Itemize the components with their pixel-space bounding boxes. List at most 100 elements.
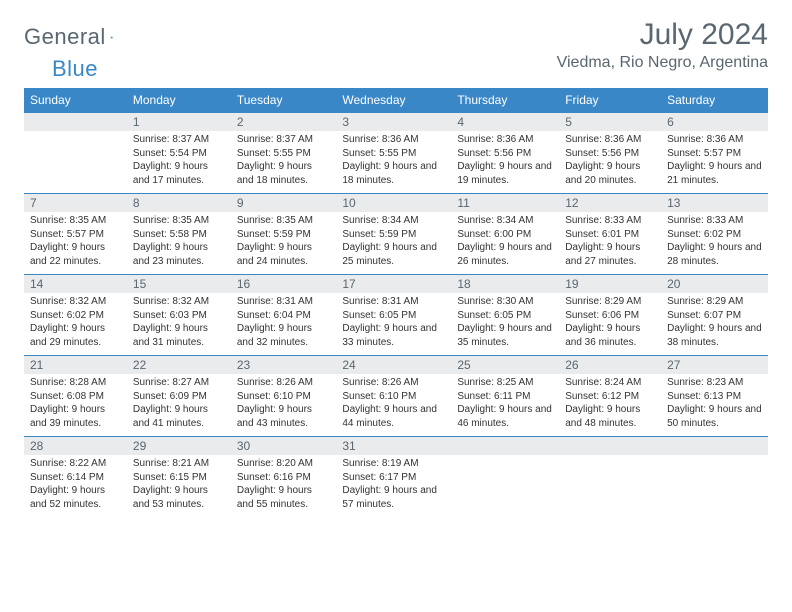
sunset-text: Sunset: 6:11 PM	[457, 390, 553, 404]
day-header-wednesday: Wednesday	[336, 88, 451, 113]
day-detail-cell	[24, 131, 127, 194]
day-header-thursday: Thursday	[451, 88, 559, 113]
sunrise-text: Sunrise: 8:36 AM	[457, 133, 553, 147]
day-detail-cell: Sunrise: 8:33 AMSunset: 6:01 PMDaylight:…	[559, 212, 661, 275]
day-detail-cell: Sunrise: 8:19 AMSunset: 6:17 PMDaylight:…	[336, 455, 451, 517]
logo-triangle-icon	[110, 29, 113, 45]
day-number-cell: 18	[451, 275, 559, 294]
day-number-cell: 1	[127, 113, 231, 132]
sunrise-text: Sunrise: 8:36 AM	[667, 133, 762, 147]
daylight-text: Daylight: 9 hours and 46 minutes.	[457, 403, 553, 430]
week-4-detail-row: Sunrise: 8:22 AMSunset: 6:14 PMDaylight:…	[24, 455, 768, 517]
day-number-cell: 13	[661, 194, 768, 213]
daylight-text: Daylight: 9 hours and 36 minutes.	[565, 322, 655, 349]
sunset-text: Sunset: 6:05 PM	[342, 309, 445, 323]
day-header-tuesday: Tuesday	[231, 88, 337, 113]
month-title: July 2024	[557, 18, 768, 52]
day-detail-cell: Sunrise: 8:21 AMSunset: 6:15 PMDaylight:…	[127, 455, 231, 517]
daylight-text: Daylight: 9 hours and 25 minutes.	[342, 241, 445, 268]
sunset-text: Sunset: 6:00 PM	[457, 228, 553, 242]
sunset-text: Sunset: 6:08 PM	[30, 390, 121, 404]
sunset-text: Sunset: 5:57 PM	[667, 147, 762, 161]
sunset-text: Sunset: 6:01 PM	[565, 228, 655, 242]
daylight-text: Daylight: 9 hours and 29 minutes.	[30, 322, 121, 349]
daylight-text: Daylight: 9 hours and 38 minutes.	[667, 322, 762, 349]
sunset-text: Sunset: 5:56 PM	[457, 147, 553, 161]
day-detail-cell: Sunrise: 8:36 AMSunset: 5:55 PMDaylight:…	[336, 131, 451, 194]
sunset-text: Sunset: 6:10 PM	[237, 390, 331, 404]
day-detail-cell: Sunrise: 8:23 AMSunset: 6:13 PMDaylight:…	[661, 374, 768, 437]
day-detail-cell: Sunrise: 8:28 AMSunset: 6:08 PMDaylight:…	[24, 374, 127, 437]
sunrise-text: Sunrise: 8:33 AM	[667, 214, 762, 228]
daylight-text: Daylight: 9 hours and 26 minutes.	[457, 241, 553, 268]
day-detail-cell: Sunrise: 8:36 AMSunset: 5:56 PMDaylight:…	[559, 131, 661, 194]
title-block: July 2024 Viedma, Rio Negro, Argentina	[557, 18, 768, 72]
sunrise-text: Sunrise: 8:19 AM	[342, 457, 445, 471]
day-number-cell	[559, 437, 661, 456]
sunrise-text: Sunrise: 8:32 AM	[30, 295, 121, 309]
week-3-daynum-row: 21222324252627	[24, 356, 768, 375]
week-3-detail-row: Sunrise: 8:28 AMSunset: 6:08 PM Daylight:…	[24, 374, 768, 437]
daylight-text: Daylight: 9 hours and 27 minutes.	[565, 241, 655, 268]
sunrise-text: Sunrise: 8:24 AM	[565, 376, 655, 390]
sunset-text: Sunset: 6:04 PM	[237, 309, 331, 323]
sunrise-text: Sunrise: 8:25 AM	[457, 376, 553, 390]
sunrise-text: Sunrise: 8:26 AM	[342, 376, 445, 390]
sunrise-text: Sunrise: 8:35 AM	[30, 214, 121, 228]
daylight-text: Daylight: 9 hours and 57 minutes.	[342, 484, 445, 511]
sunset-text: Sunset: 6:03 PM	[133, 309, 225, 323]
sunrise-text: Sunrise: 8:27 AM	[133, 376, 225, 390]
day-number-cell: 31	[336, 437, 451, 456]
daylight-text: Daylight: 9 hours and 20 minutes.	[565, 160, 655, 187]
day-detail-cell: Sunrise: 8:33 AMSunset: 6:02 PMDaylight:…	[661, 212, 768, 275]
week-4-daynum-row: 28293031	[24, 437, 768, 456]
sunrise-text: Sunrise: 8:35 AM	[237, 214, 331, 228]
sunset-text: Sunset: 6:10 PM	[342, 390, 445, 404]
day-detail-cell: Sunrise: 8:24 AMSunset: 6:12 PMDaylight:…	[559, 374, 661, 437]
logo-text-2: Blue	[52, 56, 98, 81]
day-detail-cell: Sunrise: 8:29 AMSunset: 6:06 PMDaylight:…	[559, 293, 661, 356]
sunrise-text: Sunrise: 8:35 AM	[133, 214, 225, 228]
day-detail-cell: Sunrise: 8:25 AMSunset: 6:11 PMDaylight:…	[451, 374, 559, 437]
sunset-text: Sunset: 5:55 PM	[237, 147, 331, 161]
daylight-text: Daylight: 9 hours and 31 minutes.	[133, 322, 225, 349]
daylight-text: Daylight: 9 hours and 24 minutes.	[237, 241, 331, 268]
day-detail-cell: Sunrise: 8:20 AMSunset: 6:16 PMDaylight:…	[231, 455, 337, 517]
day-detail-cell: Sunrise: 8:26 AMSunset: 6:10 PMDaylight:…	[336, 374, 451, 437]
sunset-text: Sunset: 5:56 PM	[565, 147, 655, 161]
day-number-cell: 11	[451, 194, 559, 213]
sunset-text: Sunset: 6:02 PM	[667, 228, 762, 242]
day-detail-cell	[451, 455, 559, 517]
day-number-cell: 24	[336, 356, 451, 375]
sunrise-text: Sunrise: 8:34 AM	[457, 214, 553, 228]
week-1-daynum-row: 78910111213	[24, 194, 768, 213]
daylight-text: Daylight: 9 hours and 19 minutes.	[457, 160, 553, 187]
sunset-text: Sunset: 6:09 PM	[133, 390, 225, 404]
day-number-cell: 26	[559, 356, 661, 375]
day-number-cell: 12	[559, 194, 661, 213]
day-detail-cell: Sunrise: 8:29 AMSunset: 6:07 PMDaylight:…	[661, 293, 768, 356]
day-number-cell: 20	[661, 275, 768, 294]
daylight-text: Daylight: 9 hours and 17 minutes.	[133, 160, 225, 187]
sunset-text: Sunset: 6:05 PM	[457, 309, 553, 323]
day-number-cell	[24, 113, 127, 132]
day-detail-cell: Sunrise: 8:34 AMSunset: 5:59 PMDaylight:…	[336, 212, 451, 275]
day-number-cell: 28	[24, 437, 127, 456]
day-detail-cell: Sunrise: 8:30 AMSunset: 6:05 PMDaylight:…	[451, 293, 559, 356]
day-detail-cell: Sunrise: 8:32 AMSunset: 6:02 PMDaylight:…	[24, 293, 127, 356]
week-0-detail-row: Sunrise: 8:37 AMSunset: 5:54 PMDaylight:…	[24, 131, 768, 194]
day-number-cell: 15	[127, 275, 231, 294]
week-1-detail-row: Sunrise: 8:35 AMSunset: 5:57 PMDaylight:…	[24, 212, 768, 275]
day-header-friday: Friday	[559, 88, 661, 113]
sunset-text: Sunset: 5:59 PM	[342, 228, 445, 242]
sunrise-text: Sunrise: 8:33 AM	[565, 214, 655, 228]
sunrise-text: Sunrise: 8:34 AM	[342, 214, 445, 228]
day-number-cell: 30	[231, 437, 337, 456]
day-detail-cell: Sunrise: 8:37 AMSunset: 5:55 PMDaylight:…	[231, 131, 337, 194]
day-number-cell: 23	[231, 356, 337, 375]
logo: General	[24, 18, 132, 50]
calendar-table: SundayMondayTuesdayWednesdayThursdayFrid…	[24, 88, 768, 517]
sunrise-text: Sunrise: 8:36 AM	[565, 133, 655, 147]
sunrise-text: Sunrise: 8:36 AM	[342, 133, 445, 147]
sunrise-text: Sunrise: 8:28 AM	[30, 376, 121, 390]
